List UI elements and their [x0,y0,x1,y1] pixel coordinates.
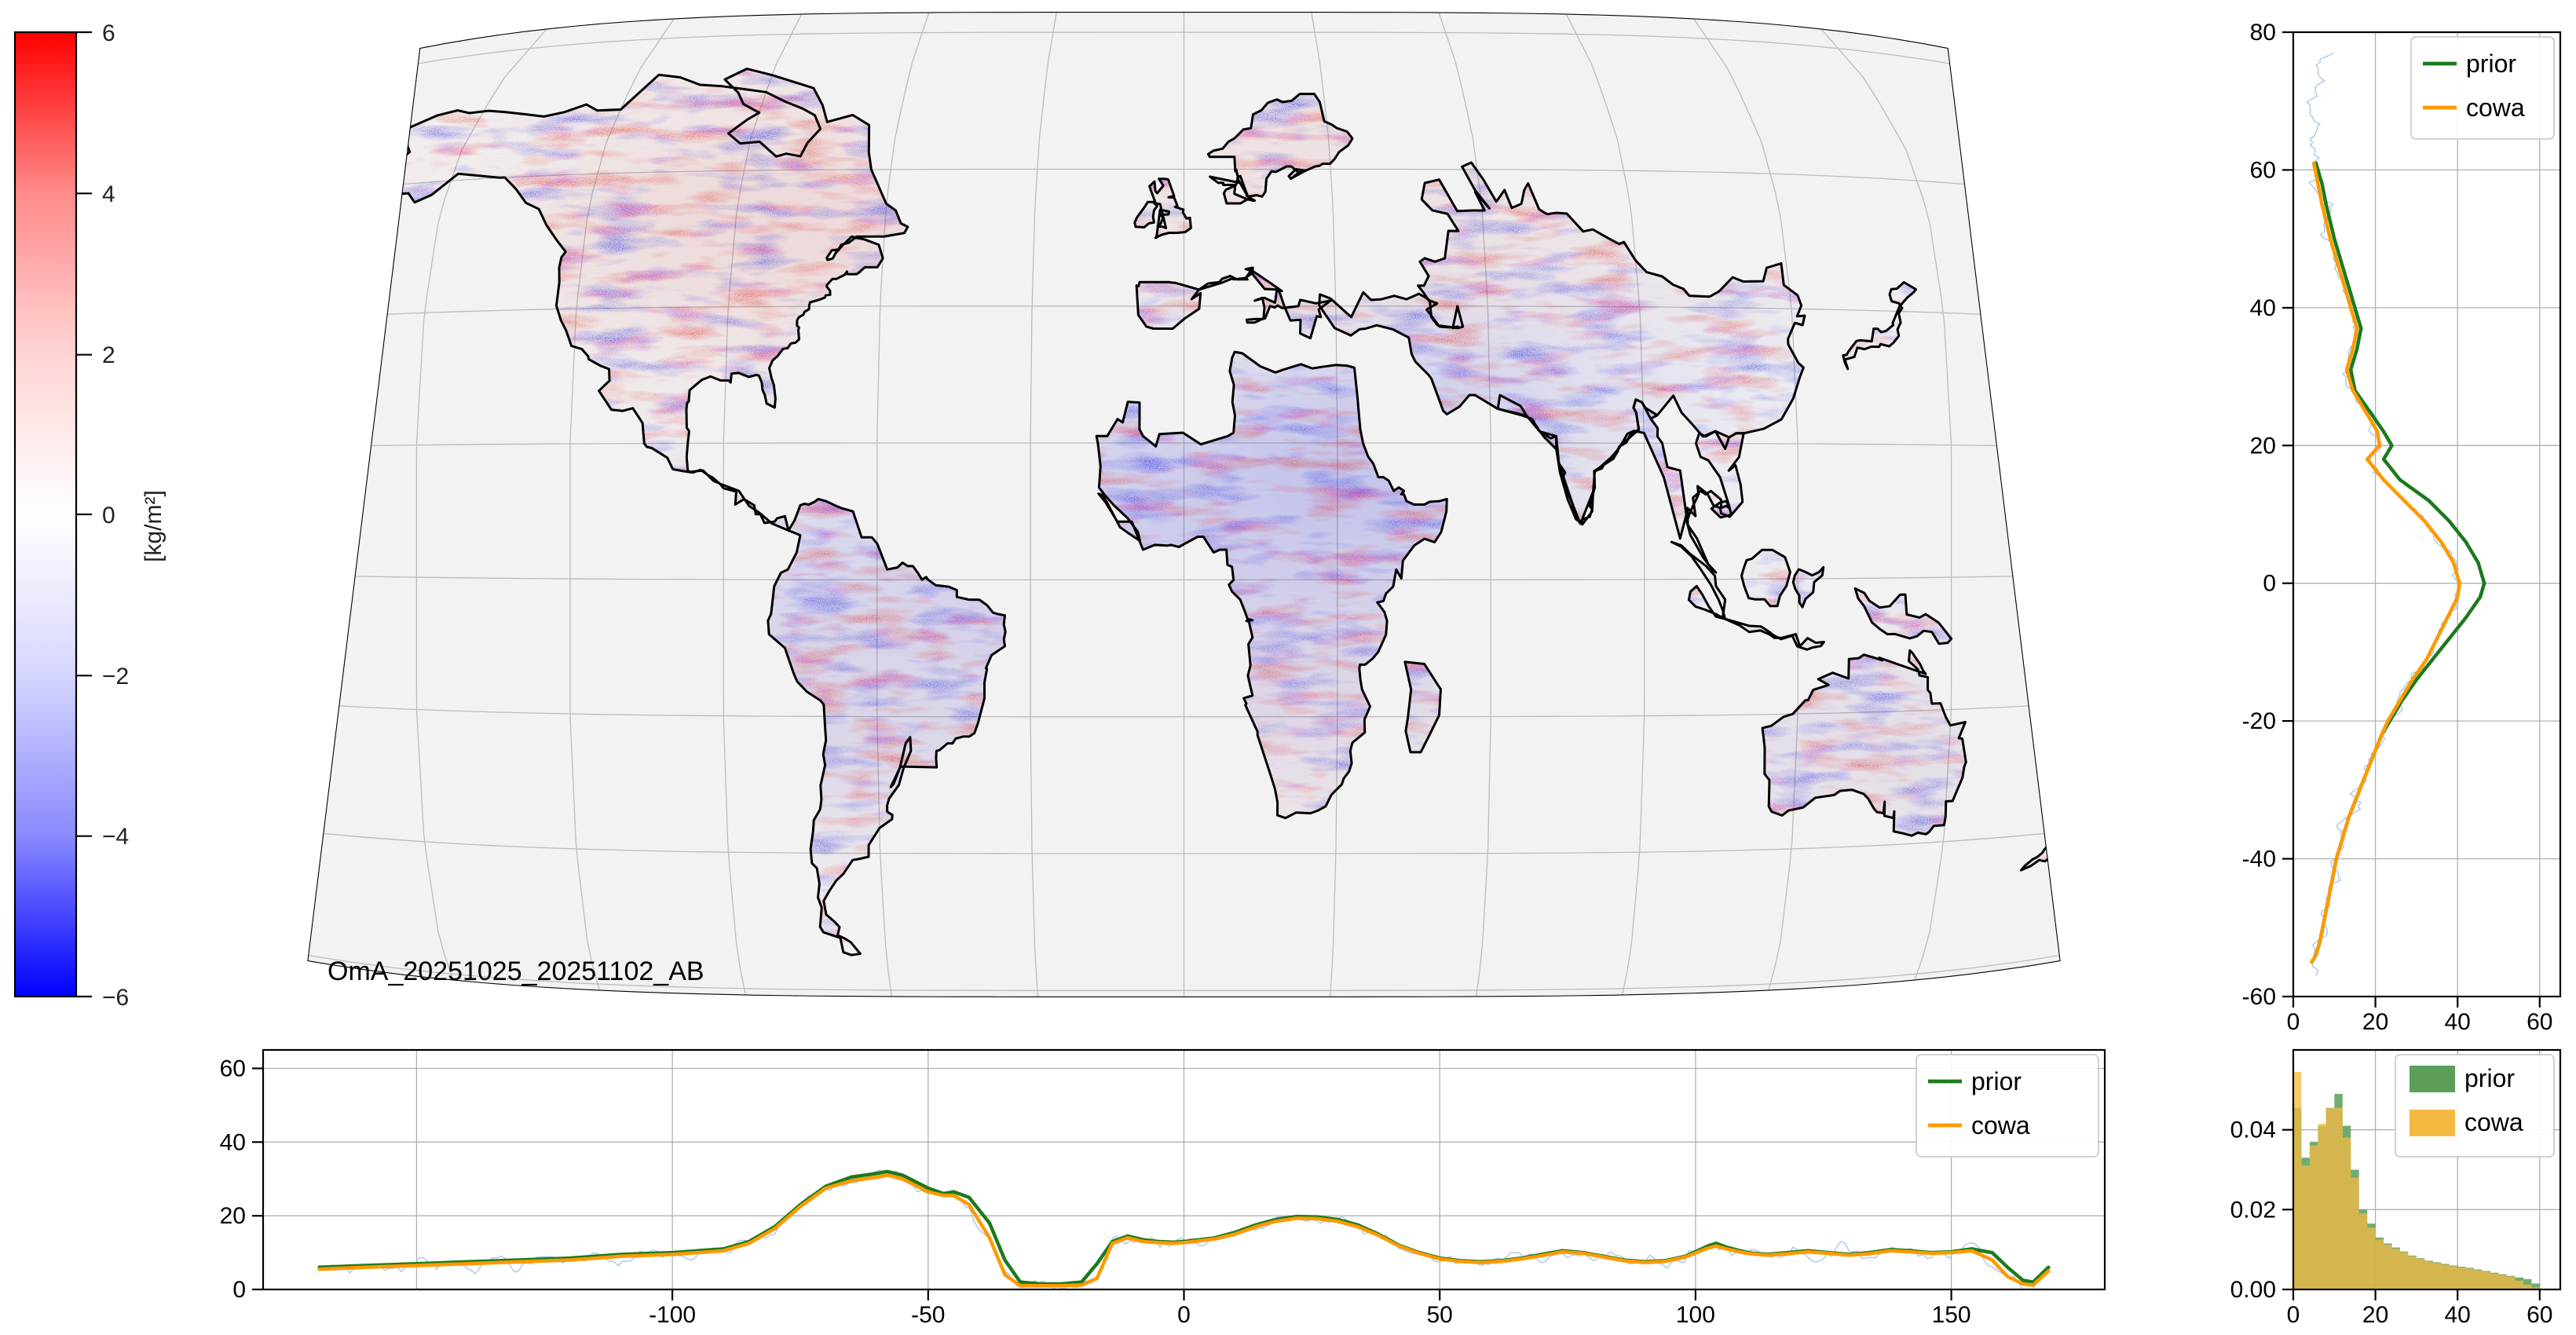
svg-text:20: 20 [2250,433,2276,459]
svg-text:[kg/m²]: [kg/m²] [141,490,166,562]
svg-text:40: 40 [220,1129,246,1155]
svg-text:cowa: cowa [2464,1108,2523,1136]
svg-text:prior: prior [2464,1064,2515,1092]
svg-text:40: 40 [2250,295,2276,321]
svg-text:80: 80 [2250,20,2276,46]
svg-text:40: 40 [2445,1009,2471,1035]
svg-text:-50: -50 [911,1302,945,1328]
svg-text:60: 60 [220,1056,246,1082]
svg-text:prior: prior [1971,1067,2022,1095]
svg-text:-100: -100 [649,1302,696,1328]
svg-text:−4: −4 [102,824,129,850]
svg-text:60: 60 [2250,157,2276,183]
svg-text:6: 6 [102,20,115,46]
svg-text:−2: −2 [102,664,129,689]
svg-text:−6: −6 [102,985,129,1011]
svg-text:0: 0 [102,503,115,529]
svg-text:150: 150 [1932,1302,1971,1328]
svg-text:2: 2 [102,342,115,368]
svg-text:0: 0 [232,1277,246,1303]
svg-text:0: 0 [2263,571,2276,597]
svg-text:0.04: 0.04 [2230,1117,2276,1143]
svg-text:0.02: 0.02 [2230,1197,2276,1223]
svg-text:cowa: cowa [1971,1111,2030,1139]
svg-text:20: 20 [220,1203,246,1229]
svg-text:cowa: cowa [2466,93,2525,122]
svg-text:0: 0 [1177,1302,1191,1328]
svg-text:20: 20 [2362,1009,2388,1035]
svg-text:prior: prior [2466,49,2516,78]
svg-text:100: 100 [1676,1302,1715,1328]
svg-text:40: 40 [2445,1302,2471,1328]
svg-text:20: 20 [2362,1302,2388,1328]
svg-text:-40: -40 [2242,847,2276,872]
svg-text:0: 0 [2287,1009,2300,1035]
svg-text:OmA_20251025_20251102_AB: OmA_20251025_20251102_AB [327,956,704,986]
svg-text:4: 4 [102,181,115,207]
svg-text:60: 60 [2527,1302,2552,1328]
svg-text:-60: -60 [2242,984,2276,1010]
svg-text:60: 60 [2527,1009,2552,1035]
svg-text:0.00: 0.00 [2230,1277,2276,1303]
svg-text:-20: -20 [2242,708,2276,734]
svg-text:0: 0 [2287,1302,2300,1328]
svg-text:50: 50 [1427,1302,1453,1328]
